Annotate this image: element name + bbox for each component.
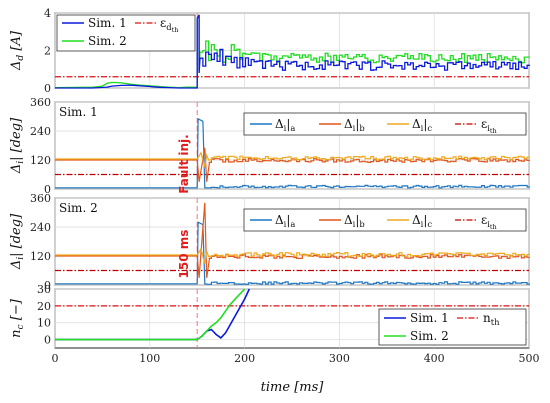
y-tick-label: 0 [44,334,51,347]
legend-label: Δi|b [344,117,365,133]
legend-label: Δi|a [275,213,295,229]
fault-annotation: Fault inj. [177,134,191,194]
y-tick-label: 0 [44,279,51,292]
legend-box [243,208,527,232]
legend: Sim. 1 nth Sim. 2 [378,308,527,346]
legend-box [56,14,196,52]
y-tick-label: 240 [30,221,51,234]
y-axis-label: Δi| [deg] [9,213,26,270]
series-line [55,221,530,285]
x-tick-label: 100 [139,352,160,365]
y-tick-label: 360 [30,192,51,205]
legend-label: Δi|c [412,213,432,229]
y-tick-label: 0 [44,82,51,95]
y-tick-label: 120 [30,154,51,167]
series-line [55,117,530,189]
legend: Δi|a Δi|b Δi|c εith [243,208,527,232]
y-tick-label: 10 [37,317,51,330]
legend-label: Δi|c [412,117,432,133]
legend-label-threshold: εdth [160,16,179,34]
series-line [55,151,530,168]
series-line [55,288,246,341]
legend-label-sim1: Sim. 1 [410,311,449,325]
fault-annotation: 150 ms [177,230,191,279]
legend-label-sim2: Sim. 2 [410,329,449,343]
y-axis-label: Δi| [deg] [9,117,26,174]
legend-label-threshold: εith [481,117,498,135]
legend: Sim. 1 εdth Sim. 2 [56,14,196,52]
x-tick-label: 500 [519,352,540,365]
series-line [54,14,530,89]
panel-label: Sim. 1 [59,105,98,119]
y-tick-label: 4 [44,7,51,20]
x-tick-label: 200 [234,352,255,365]
y-axis-label: Δd [A] [9,30,26,71]
series-line [55,14,530,89]
y-axis-label: nc [−] [9,298,26,338]
y-tick-label: 20 [37,300,51,313]
legend-label-sim1: Sim. 1 [88,16,127,30]
y-tick-label: 240 [30,125,51,138]
legend: Δi|a Δi|b Δi|c εith [243,112,527,136]
panel-label: Sim. 2 [59,201,98,215]
x-axis-label: time [ms] [261,380,325,395]
legend-box [243,112,527,136]
y-tick-label: 2 [44,45,51,58]
y-tick-label: 120 [30,250,51,263]
legend-label-threshold: nth [483,311,500,327]
legend-label-threshold: εith [481,213,498,231]
legend-box [378,308,527,346]
x-tick-label: 400 [424,352,445,365]
y-tick-label: 30 [37,283,51,296]
legend-label: Δi|a [275,117,295,133]
series-line [55,247,530,264]
y-tick-label: 0 [44,183,51,196]
x-tick-label: 300 [329,352,350,365]
legend-label-sim2: Sim. 2 [88,34,127,48]
y-tick-label: 360 [30,96,51,109]
series-line [55,147,530,182]
panel-1: 0 2 4 Δd [A] Sim. 1 εdth Sim. 2 [9,7,530,95]
x-tick-label: 0 [52,352,59,365]
legend-label: Δi|b [344,213,365,229]
